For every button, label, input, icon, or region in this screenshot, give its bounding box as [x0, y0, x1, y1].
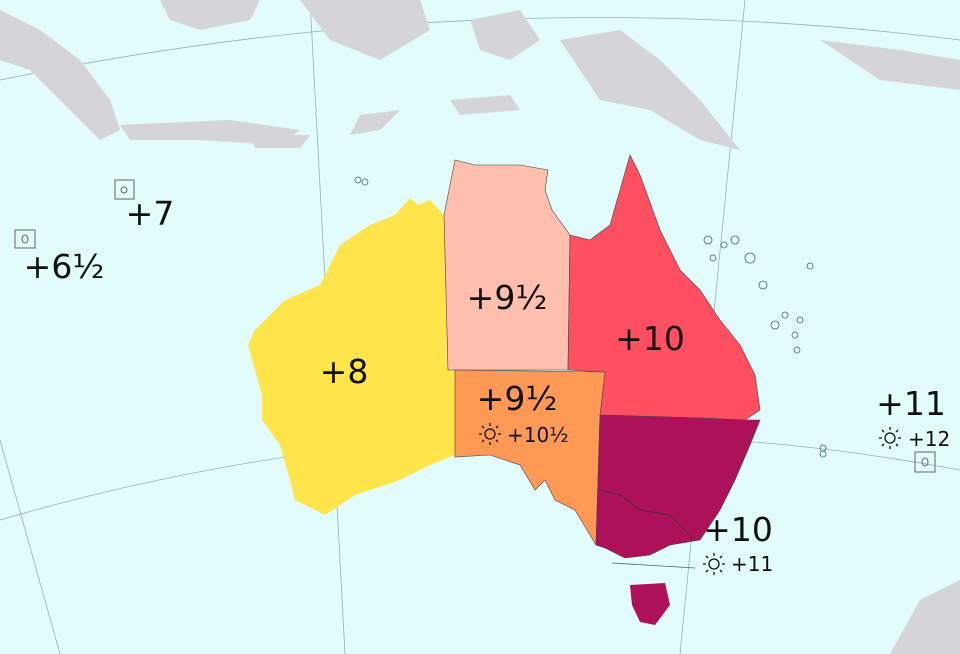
sa-dst-label: +10½: [507, 423, 569, 447]
zone-tasmania[interactable]: [630, 583, 670, 625]
zone-se[interactable]: [595, 414, 761, 559]
sun-icon: [479, 423, 501, 445]
se-offset-label: +10: [703, 510, 773, 549]
nsw-vic-border: [599, 489, 696, 541]
wa-offset-label: +8: [320, 352, 369, 391]
nt-offset-label: +9½: [467, 278, 548, 317]
sa-offset-label: +9½: [477, 379, 558, 418]
island-insets: [14, 179, 936, 473]
cocos-offset-label: +6½: [24, 247, 105, 286]
sun-icon: [703, 553, 725, 575]
zone-sa[interactable]: [454, 369, 606, 547]
norfolk-dst-label: +12: [908, 427, 950, 451]
cocos-islands-inset: [14, 229, 36, 249]
bass-strait-line: [611, 562, 696, 569]
christmas-offset-label: +7: [126, 194, 175, 233]
zone-nt[interactable]: [443, 159, 571, 371]
zone-wa[interactable]: [248, 198, 455, 515]
qld-offset-label: +10: [615, 319, 685, 358]
christmas-island-inset: [114, 179, 135, 200]
small-islands: [354, 176, 827, 458]
norfolk-offset-label: +11: [876, 384, 946, 423]
se-dst-label: +11: [731, 552, 773, 576]
norfolk-island-inset: [914, 451, 936, 473]
sun-icon: [879, 427, 901, 449]
